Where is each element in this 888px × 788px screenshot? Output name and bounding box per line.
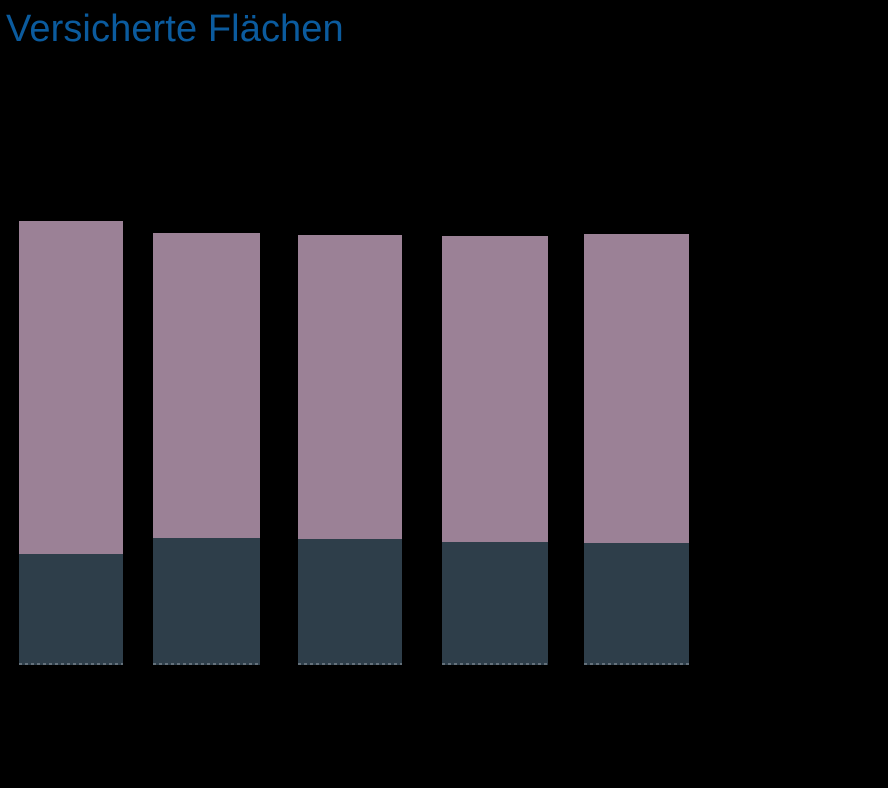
bar-column-2[interactable] [153, 233, 260, 665]
bar-segment-lower[interactable] [584, 543, 689, 665]
bar-segment-lower[interactable] [19, 554, 123, 665]
bar-column-1[interactable] [19, 221, 123, 665]
bar-column-4[interactable] [442, 236, 548, 665]
bar-baseline-marker [298, 663, 402, 665]
bar-segment-upper[interactable] [153, 233, 260, 538]
bar-segment-lower[interactable] [442, 542, 548, 665]
bar-baseline-marker [584, 663, 689, 665]
bar-segment-upper[interactable] [19, 221, 123, 554]
bar-column-5[interactable] [584, 234, 689, 665]
bar-segment-lower[interactable] [298, 539, 402, 665]
bar-baseline-marker [19, 663, 123, 665]
bar-segment-lower[interactable] [153, 538, 260, 665]
bar-baseline-marker [442, 663, 548, 665]
bar-segment-upper[interactable] [442, 236, 548, 542]
page-title: Versicherte Flächen [6, 8, 344, 50]
bar-segment-upper[interactable] [584, 234, 689, 543]
bar-column-3[interactable] [298, 235, 402, 665]
bar-segment-upper[interactable] [298, 235, 402, 539]
bar-baseline-marker [153, 663, 260, 665]
